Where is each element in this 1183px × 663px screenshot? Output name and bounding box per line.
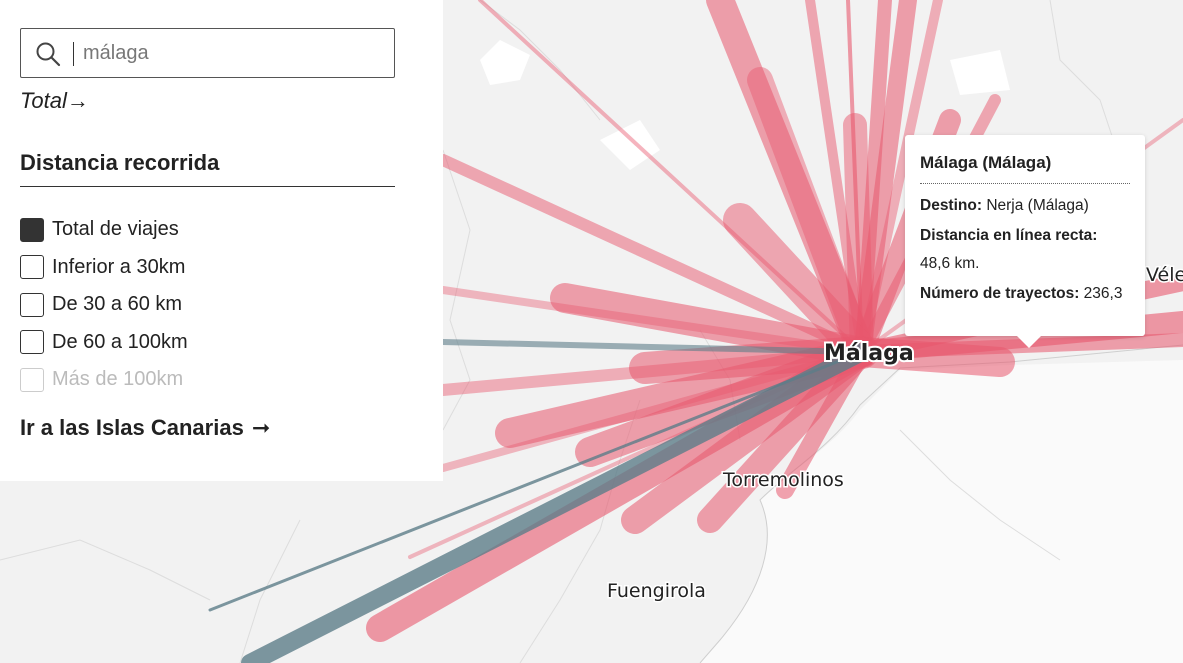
place-label-torremolinos: Torremolinos — [722, 469, 844, 491]
option-label: Inferior a 30km — [52, 255, 186, 278]
tooltip-distancia-value: 48,6 km. — [920, 255, 980, 272]
flow-lines[interactable] — [208, 0, 1183, 663]
canarias-link-label: Ir a las Islas Canarias — [20, 414, 244, 440]
place-label-velez: Vélez — [1146, 264, 1183, 286]
flow-line-1[interactable] — [706, 0, 876, 366]
flow-line-13[interactable] — [723, 203, 879, 369]
checkbox[interactable] — [20, 217, 44, 242]
flow-line-12[interactable] — [437, 154, 868, 358]
arrow-right-icon: ➞ — [251, 414, 271, 440]
total-link[interactable]: Total→ — [20, 88, 89, 113]
option-label: De 60 a 100km — [52, 330, 188, 353]
checkbox[interactable] — [20, 255, 44, 280]
checkbox[interactable] — [20, 330, 44, 355]
tooltip-destino-value: Nerja (Málaga) — [986, 197, 1089, 214]
option-label: Total de viajes — [52, 218, 179, 241]
tooltip-distancia: Distancia en línea recta: — [920, 228, 1130, 244]
option-label: Más de 100km — [52, 368, 184, 391]
canarias-link[interactable]: Ir a las Islas Canarias ➞ — [20, 415, 423, 441]
place-label-fuengirola: Fuengirola — [607, 580, 706, 602]
search-input[interactable] — [83, 37, 383, 69]
tooltip-trayectos: Número de trayectos: 236,3 — [920, 286, 1130, 302]
option-mas-100km: Más de 100km — [20, 361, 423, 399]
filter-title: Distancia recorrida — [20, 150, 395, 187]
option-60-100km[interactable]: De 60 a 100km — [20, 324, 423, 362]
flow-line-highlighted-0[interactable] — [241, 343, 871, 663]
checkbox[interactable] — [20, 292, 44, 317]
flow-line-highlighted-1[interactable] — [208, 350, 864, 612]
flow-tooltip: Málaga (Málaga) Destino: Nerja (Málaga) … — [905, 135, 1145, 348]
search-separator — [73, 42, 74, 66]
option-30-60km[interactable]: De 30 a 60 km — [20, 286, 423, 324]
checkbox — [20, 367, 44, 392]
tooltip-distancia-label: Distancia en línea recta: — [920, 227, 1098, 244]
flow-line-highlighted-2[interactable] — [440, 339, 865, 355]
option-label: De 30 a 60 km — [52, 293, 183, 316]
place-label-malaga: Málaga — [824, 341, 914, 366]
flow-line-2[interactable] — [747, 67, 875, 365]
tooltip-trayectos-label: Número de trayectos: — [920, 285, 1080, 302]
flow-line-7[interactable] — [853, 0, 917, 361]
distance-filter-options: Total de viajes Inferior a 30km De 30 a … — [20, 211, 423, 399]
coastline — [699, 344, 1183, 663]
search-box[interactable] — [20, 28, 395, 78]
flow-line-20[interactable] — [439, 348, 866, 472]
option-total-viajes[interactable]: Total de viajes — [20, 211, 423, 249]
tooltip-destino: Destino: Nerja (Málaga) — [920, 198, 1130, 214]
tooltip-trayectos-value: 236,3 — [1083, 285, 1123, 302]
tooltip-destino-label: Destino: — [920, 197, 982, 214]
search-icon[interactable] — [35, 41, 61, 67]
option-inferior-30km[interactable]: Inferior a 30km — [20, 249, 423, 287]
tooltip-title: Málaga (Málaga) — [920, 153, 1130, 184]
control-panel: Total→ Distancia recorrida Total de viaj… — [0, 0, 443, 481]
